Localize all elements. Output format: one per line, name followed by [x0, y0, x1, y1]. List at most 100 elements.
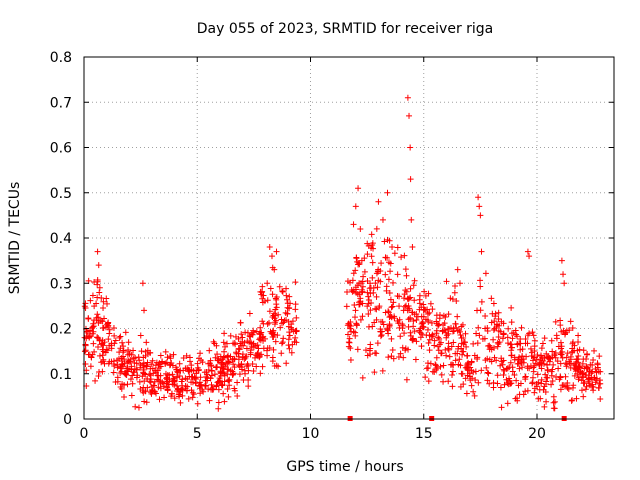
data-point	[98, 317, 105, 324]
data-point	[531, 354, 538, 361]
data-point	[423, 365, 430, 372]
data-point	[383, 287, 390, 294]
data-point	[283, 292, 290, 299]
data-point	[81, 348, 88, 355]
data-point	[286, 345, 293, 352]
data-point	[400, 354, 407, 361]
data-point	[425, 378, 432, 385]
data-point	[359, 300, 366, 307]
data-point	[402, 287, 409, 294]
data-point	[504, 340, 511, 347]
data-point	[388, 335, 395, 342]
data-point	[369, 259, 376, 266]
data-point	[433, 354, 440, 361]
data-point	[433, 365, 440, 372]
data-point	[203, 368, 210, 375]
data-point	[147, 372, 154, 379]
data-point	[356, 280, 363, 287]
data-point-peak	[558, 257, 565, 264]
data-point	[578, 387, 585, 394]
data-point	[170, 351, 177, 358]
data-point-peak	[475, 194, 482, 201]
data-point	[364, 289, 371, 296]
data-point	[433, 330, 440, 337]
data-point	[460, 334, 467, 341]
data-point	[289, 341, 296, 348]
data-point	[385, 309, 392, 316]
data-point	[555, 365, 562, 372]
data-point-peak	[379, 216, 386, 223]
data-point	[541, 335, 548, 342]
data-point	[445, 330, 452, 337]
data-point	[426, 347, 433, 354]
data-point	[499, 335, 506, 342]
data-point	[447, 295, 454, 302]
data-point-peak	[266, 244, 273, 251]
data-point	[379, 367, 386, 374]
data-point	[457, 332, 464, 339]
data-point	[270, 333, 277, 340]
data-point	[451, 289, 458, 296]
data-point	[125, 357, 132, 364]
data-point-peak	[408, 216, 415, 223]
data-point	[500, 320, 507, 327]
data-point	[587, 361, 594, 368]
data-point	[531, 385, 538, 392]
data-point	[368, 299, 375, 306]
data-point	[352, 314, 359, 321]
y-axis-label: SRMTID / TECUs	[7, 182, 23, 295]
data-point	[356, 301, 363, 308]
data-point	[518, 324, 525, 331]
data-point	[466, 370, 473, 377]
data-point	[500, 366, 507, 373]
data-point	[373, 316, 380, 323]
data-point	[580, 393, 587, 400]
data-point	[344, 289, 351, 296]
data-point	[99, 318, 106, 325]
data-point	[259, 318, 266, 325]
data-point	[497, 362, 504, 369]
data-point	[563, 354, 570, 361]
data-point	[530, 332, 537, 339]
data-point-peak	[94, 248, 101, 255]
data-point-peak	[406, 112, 413, 119]
data-point	[548, 368, 555, 375]
data-point	[269, 354, 276, 361]
data-point	[535, 395, 542, 402]
data-point	[492, 310, 499, 317]
data-point	[491, 325, 498, 332]
data-point	[284, 304, 291, 311]
data-point	[241, 339, 248, 346]
data-point	[206, 397, 213, 404]
data-point	[524, 387, 531, 394]
data-point	[214, 357, 221, 364]
data-point	[377, 328, 384, 335]
data-point	[190, 391, 197, 398]
data-point	[437, 339, 444, 346]
data-point	[442, 346, 449, 353]
data-point	[493, 357, 500, 364]
data-point	[272, 306, 279, 313]
data-point-peak	[456, 280, 463, 287]
data-point	[205, 386, 212, 393]
data-point	[157, 385, 164, 392]
data-point	[447, 324, 454, 331]
data-point	[538, 353, 545, 360]
data-point	[558, 328, 565, 335]
data-point	[94, 334, 101, 341]
data-point	[104, 300, 111, 307]
data-point	[275, 311, 282, 318]
data-point-peak	[141, 307, 148, 314]
y-tick-label: 0.6	[50, 141, 72, 157]
data-point	[361, 268, 368, 275]
data-point	[388, 304, 395, 311]
data-point	[283, 316, 290, 323]
data-point	[236, 346, 243, 353]
data-point	[561, 383, 568, 390]
data-point	[435, 347, 442, 354]
data-point	[399, 322, 406, 329]
data-point	[443, 334, 450, 341]
data-point	[111, 332, 118, 339]
data-point-peak	[95, 262, 102, 269]
data-point	[264, 297, 271, 304]
